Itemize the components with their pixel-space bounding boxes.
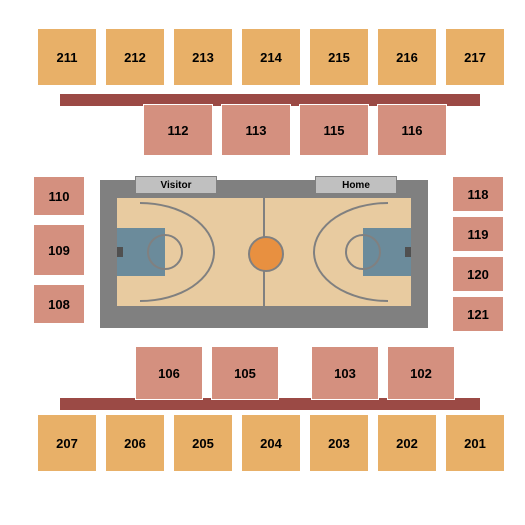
- section-207[interactable]: 207: [37, 414, 97, 472]
- section-119[interactable]: 119: [452, 216, 504, 252]
- section-113[interactable]: 113: [221, 104, 291, 156]
- section-203[interactable]: 203: [309, 414, 369, 472]
- section-112[interactable]: 112: [143, 104, 213, 156]
- section-211[interactable]: 211: [37, 28, 97, 86]
- three-point-arc-left: [65, 202, 215, 302]
- hoop-left: [117, 247, 123, 257]
- visitor-bench: Visitor: [135, 176, 217, 194]
- home-bench: Home: [315, 176, 397, 194]
- section-118[interactable]: 118: [452, 176, 504, 212]
- section-115[interactable]: 115: [299, 104, 369, 156]
- section-214[interactable]: 214: [241, 28, 301, 86]
- section-105[interactable]: 105: [211, 346, 279, 400]
- section-109[interactable]: 109: [33, 224, 85, 276]
- section-201[interactable]: 201: [445, 414, 505, 472]
- section-116[interactable]: 116: [377, 104, 447, 156]
- section-204[interactable]: 204: [241, 414, 301, 472]
- section-106[interactable]: 106: [135, 346, 203, 400]
- section-216[interactable]: 216: [377, 28, 437, 86]
- section-205[interactable]: 205: [173, 414, 233, 472]
- section-217[interactable]: 217: [445, 28, 505, 86]
- section-120[interactable]: 120: [452, 256, 504, 292]
- section-212[interactable]: 212: [105, 28, 165, 86]
- free-throw-circle-right: [345, 234, 381, 270]
- seating-chart: 211212213214215216217 112113115116 110 109 1…: [0, 0, 525, 525]
- section-110[interactable]: 110: [33, 176, 85, 216]
- center-circle: [248, 236, 284, 272]
- free-throw-circle-left: [147, 234, 183, 270]
- section-108[interactable]: 108: [33, 284, 85, 324]
- section-202[interactable]: 202: [377, 414, 437, 472]
- section-206[interactable]: 206: [105, 414, 165, 472]
- section-103[interactable]: 103: [311, 346, 379, 400]
- hoop-right: [405, 247, 411, 257]
- section-213[interactable]: 213: [173, 28, 233, 86]
- section-215[interactable]: 215: [309, 28, 369, 86]
- section-121[interactable]: 121: [452, 296, 504, 332]
- section-102[interactable]: 102: [387, 346, 455, 400]
